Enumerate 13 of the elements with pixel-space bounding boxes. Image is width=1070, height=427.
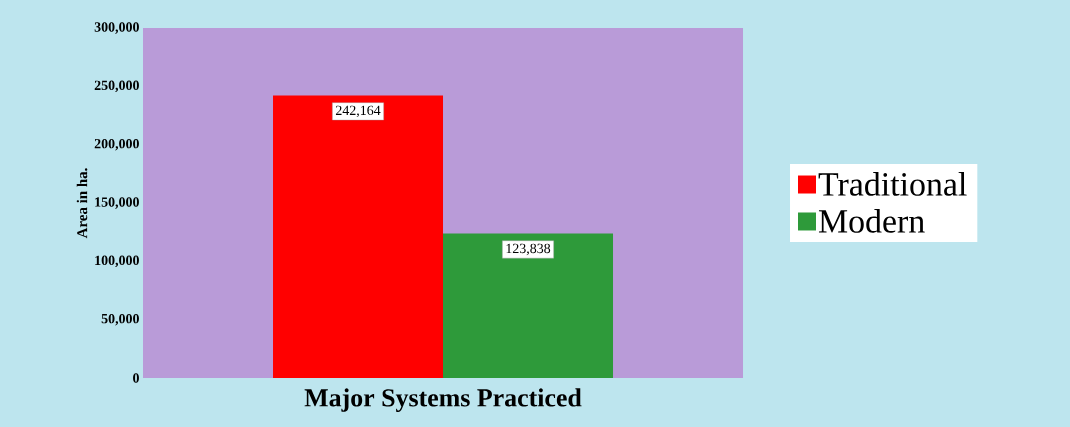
y-tick-label: 250,000	[94, 80, 139, 93]
y-tick-label: 200,000	[94, 138, 139, 151]
x-axis-title: Major Systems Practiced	[304, 388, 582, 412]
legend-label: Traditional	[818, 172, 967, 196]
data-label: 242,164	[335, 105, 381, 118]
y-tick-label: 150,000	[95, 197, 139, 209]
y-tick-label: 300,000	[94, 22, 139, 34]
legend-label: Modern	[818, 208, 925, 233]
y-tick-label: 0	[133, 373, 139, 383]
y-tick-label: 50,000	[101, 313, 139, 326]
y-axis-title: Area in ha.	[76, 168, 88, 239]
data-label: 123,838	[506, 243, 551, 256]
y-tick-label: 100,000	[95, 255, 139, 268]
